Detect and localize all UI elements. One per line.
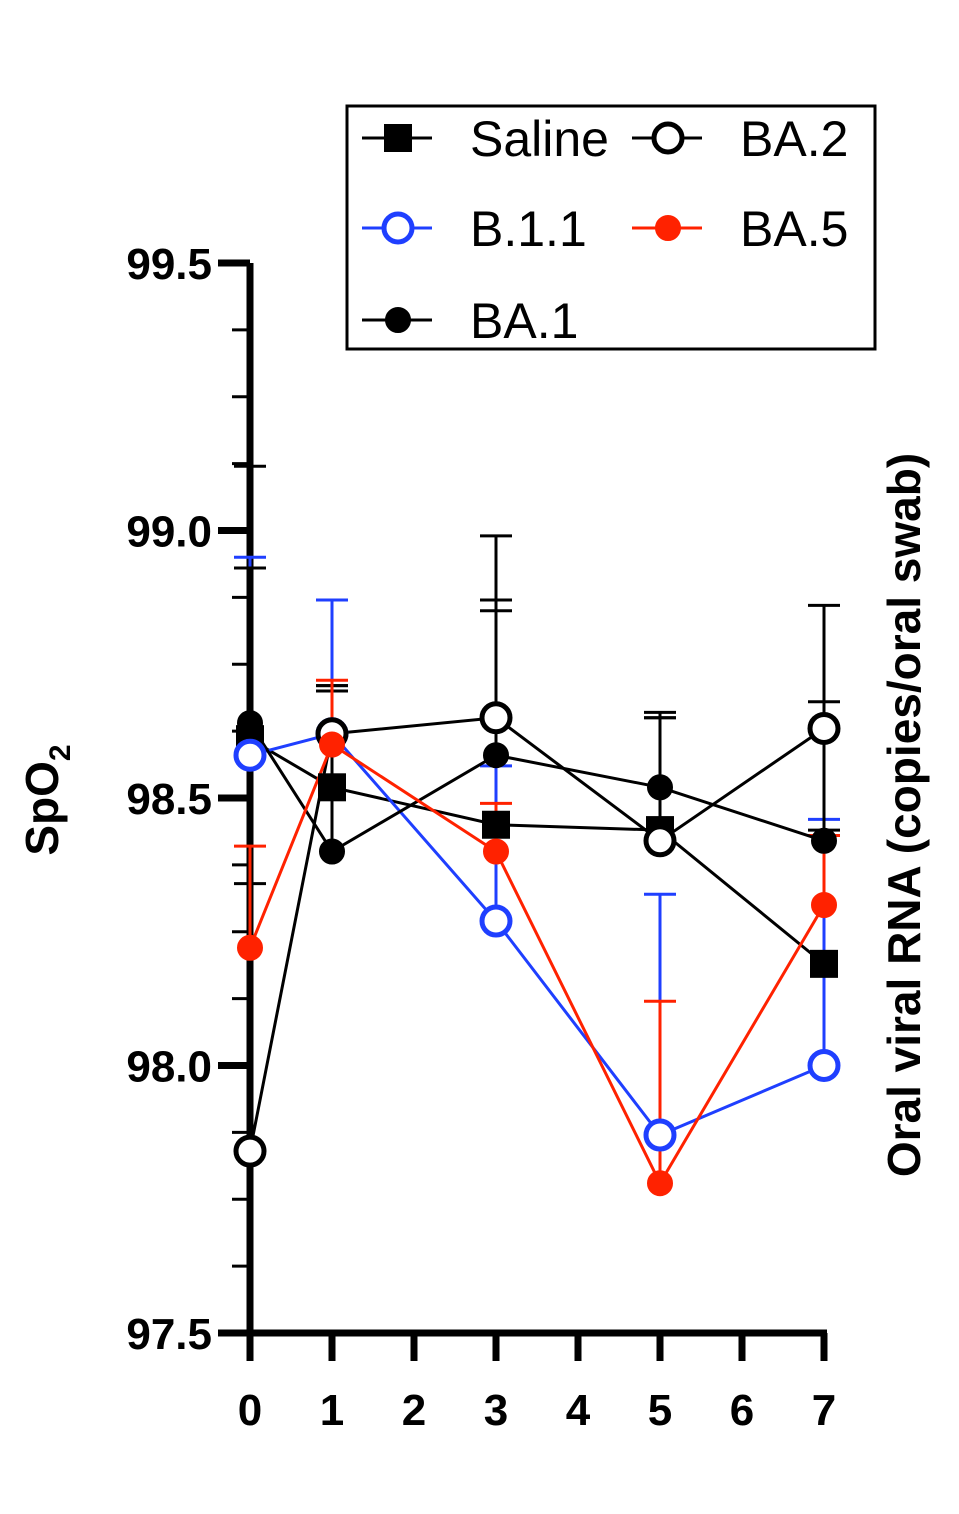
data-point [651, 121, 685, 155]
legend-entry: B.1.1 [362, 201, 587, 257]
data-point [479, 701, 513, 735]
y-axis-title-subscript: 2 [44, 744, 77, 761]
x-tick-label: 6 [730, 1386, 754, 1435]
legend-label: Saline [470, 111, 609, 167]
series-errorbars [234, 566, 840, 852]
data-point [237, 710, 263, 737]
series-layer [233, 464, 841, 1197]
data-point [233, 738, 267, 772]
data-point [807, 711, 841, 745]
y-tick-label: 97.5 [126, 1310, 212, 1359]
data-point [385, 307, 411, 333]
data-point [647, 774, 673, 801]
data-point [237, 934, 263, 961]
legend: Saline B.1.1 BA.1 BA.2 BA.5 [345, 104, 877, 351]
data-point [483, 742, 509, 769]
data-point [807, 1049, 841, 1082]
legend-label: BA.1 [470, 293, 578, 349]
y-tick-label: 98.5 [126, 775, 212, 824]
series-markers [233, 717, 841, 1152]
y-tick-label: 99.0 [126, 508, 212, 557]
axes-layer: 97.5 98.0 98.5 99.0 99.5 0 1 2 3 4 5 6 7 [126, 240, 836, 1435]
data-point [811, 892, 837, 918]
legend-box [345, 104, 877, 351]
y-axis-title: SpO2 [16, 744, 77, 855]
data-point [655, 215, 681, 241]
legend-entry: BA.5 [632, 201, 848, 257]
x-tick-label: 4 [566, 1386, 591, 1435]
x-tick-label: 1 [320, 1386, 344, 1435]
y-tick-label: 98.0 [126, 1043, 212, 1092]
legend-entry: BA.1 [362, 293, 578, 349]
series-line [248, 742, 826, 1187]
y-tick-label: 99.5 [126, 240, 212, 289]
data-point [381, 211, 415, 245]
right-axis-title: Oral viral RNA (copies/oral swab) [878, 453, 930, 1177]
data-point [483, 838, 509, 865]
data-point [811, 827, 837, 854]
data-point [384, 124, 412, 152]
data-point [233, 1134, 267, 1168]
series-markers [237, 710, 837, 865]
x-tick-label: 2 [402, 1386, 426, 1435]
y-axis-title-main: SpO [16, 761, 68, 856]
legend-label: B.1.1 [470, 201, 587, 257]
x-tick-label: 0 [238, 1386, 262, 1435]
x-tick-label: 5 [648, 1386, 672, 1435]
legend-entry: BA.2 [632, 111, 848, 167]
legend-label: BA.5 [740, 201, 848, 257]
legend-entry: Saline [362, 111, 609, 167]
data-point [318, 773, 346, 802]
data-point [319, 731, 345, 758]
data-point [319, 838, 345, 865]
data-point [647, 1170, 673, 1197]
data-point [479, 904, 513, 938]
x-tick-label: 3 [484, 1386, 508, 1435]
data-point [643, 1118, 677, 1152]
legend-label: BA.2 [740, 111, 848, 167]
series-errorbars [234, 464, 840, 964]
data-point [810, 949, 838, 978]
data-point [643, 824, 677, 858]
x-tick-label: 7 [812, 1386, 836, 1435]
series-markers [237, 731, 837, 1197]
data-point [482, 810, 510, 839]
